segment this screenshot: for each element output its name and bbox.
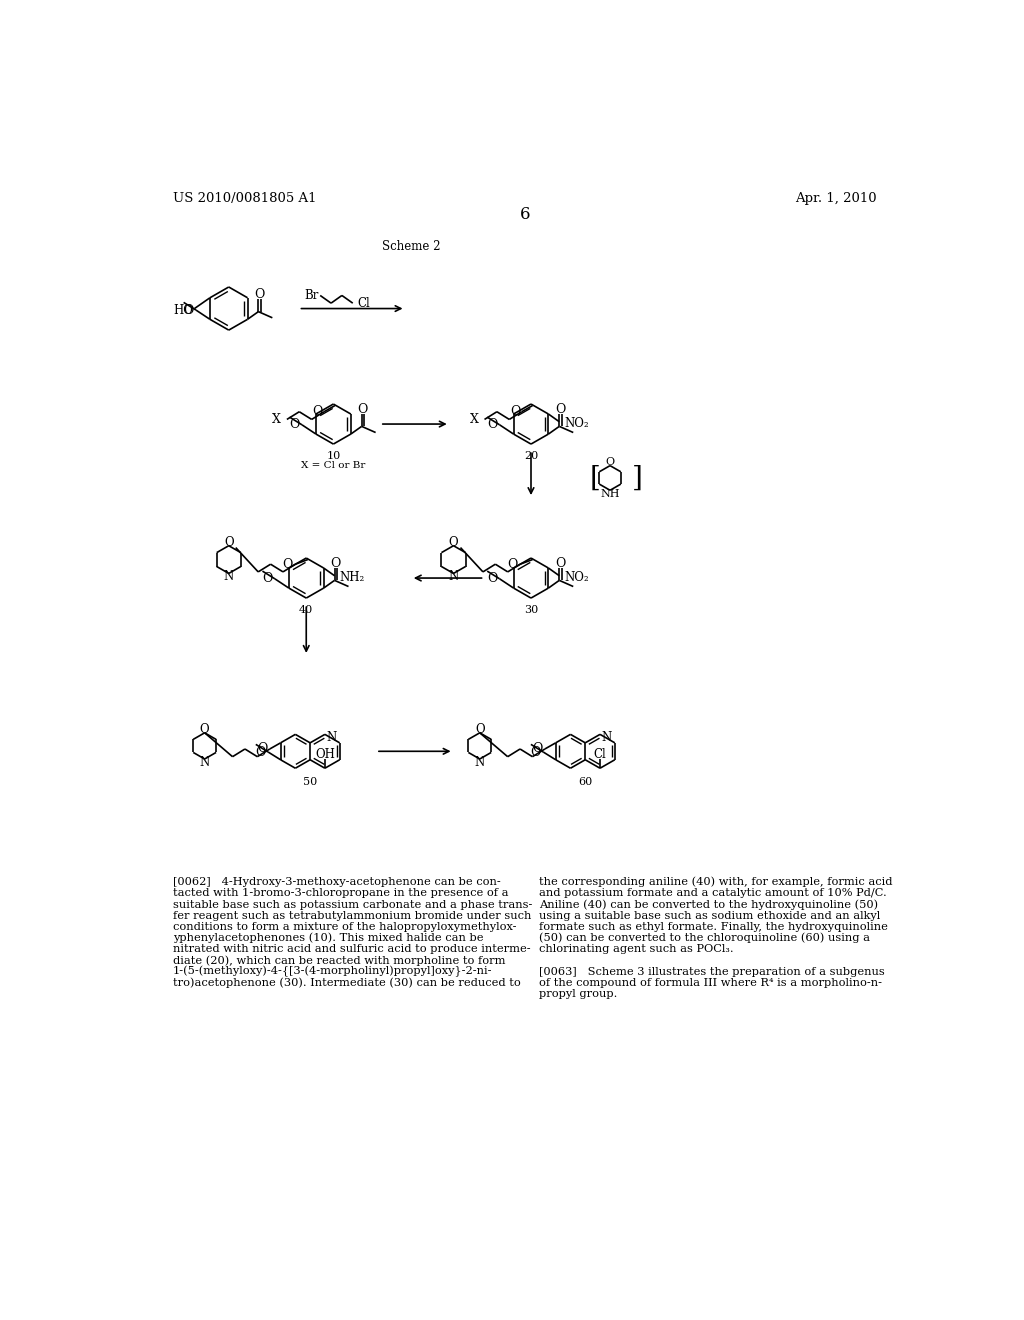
Text: O: O [262,573,272,585]
Text: O: O [555,403,565,416]
Text: formate such as ethyl formate. Finally, the hydroxyquinoline: formate such as ethyl formate. Finally, … [539,921,888,932]
Text: O: O [486,418,498,432]
Text: 6: 6 [519,206,530,223]
Text: O: O [530,746,541,759]
Text: propyl group.: propyl group. [539,989,617,999]
Text: Br: Br [305,289,319,302]
Text: 10: 10 [327,451,341,462]
Text: O: O [312,405,323,418]
Text: N: N [449,570,459,583]
Text: [: [ [589,465,600,491]
Text: Apr. 1, 2010: Apr. 1, 2010 [795,191,877,205]
Text: O: O [475,723,484,737]
Text: of the compound of formula III where R⁴ is a morpholino-n-: of the compound of formula III where R⁴ … [539,978,882,987]
Text: 1-(5-(methyloxy)-4-{[3-(4-morpholinyl)propyl]oxy}-2-ni-: 1-(5-(methyloxy)-4-{[3-(4-morpholinyl)pr… [173,966,493,977]
Text: chlorinating agent such as POCl₃.: chlorinating agent such as POCl₃. [539,944,733,954]
Text: (50) can be converted to the chloroquinoline (60) using a: (50) can be converted to the chloroquino… [539,933,869,944]
Text: 50: 50 [303,777,317,787]
Text: yphenylacetophenones (10). This mixed halide can be: yphenylacetophenones (10). This mixed ha… [173,933,483,944]
Text: tro)acetophenone (30). Intermediate (30) can be reduced to: tro)acetophenone (30). Intermediate (30)… [173,977,520,987]
Text: OH: OH [315,748,335,760]
Text: O: O [555,557,565,570]
Text: N: N [200,755,210,768]
Text: N: N [475,755,485,768]
Text: O: O [508,557,518,570]
Text: O: O [257,742,267,755]
Text: 30: 30 [524,606,539,615]
Text: [0062]   4-Hydroxy-3-methoxy-acetophenone can be con-: [0062] 4-Hydroxy-3-methoxy-acetophenone … [173,878,501,887]
Text: O: O [486,573,498,585]
Text: tacted with 1-bromo-3-chloropropane in the presence of a: tacted with 1-bromo-3-chloropropane in t… [173,888,509,899]
Text: N: N [601,731,611,744]
Text: fer reagent such as tetrabutylammonium bromide under such: fer reagent such as tetrabutylammonium b… [173,911,531,920]
Text: suitable base such as potassium carbonate and a phase trans-: suitable base such as potassium carbonat… [173,899,532,909]
Text: ]: ] [632,465,643,491]
Text: N: N [327,731,337,744]
Text: NH₂: NH₂ [339,570,365,583]
Text: O: O [200,723,210,737]
Text: the corresponding aniline (40) with, for example, formic acid: the corresponding aniline (40) with, for… [539,876,892,887]
Text: 40: 40 [299,606,313,615]
Text: using a suitable base such as sodium ethoxide and an alkyl: using a suitable base such as sodium eth… [539,911,880,920]
Text: [0063]   Scheme 3 illustrates the preparation of a subgenus: [0063] Scheme 3 illustrates the preparat… [539,966,885,977]
Text: and potassium formate and a catalytic amount of 10% Pd/C.: and potassium formate and a catalytic am… [539,888,887,899]
Text: O: O [283,557,293,570]
Text: O: O [510,405,520,418]
Text: O: O [254,288,265,301]
Text: O: O [605,457,614,467]
Text: 60: 60 [579,777,592,787]
Text: O: O [357,403,368,416]
Text: HO: HO [173,304,193,317]
Text: Aniline (40) can be converted to the hydroxyquinoline (50): Aniline (40) can be converted to the hyd… [539,899,878,909]
Text: O: O [331,557,341,570]
Text: X: X [271,413,281,426]
Text: Cl: Cl [357,297,370,310]
Text: N: N [223,570,233,583]
Text: conditions to form a mixture of the halopropyloxymethylox-: conditions to form a mixture of the halo… [173,921,516,932]
Text: NO₂: NO₂ [564,570,589,583]
Text: X: X [469,413,478,426]
Text: NO₂: NO₂ [564,417,589,430]
Text: O: O [532,742,543,755]
Text: diate (20), which can be reacted with morpholine to form: diate (20), which can be reacted with mo… [173,956,506,966]
Text: X = Cl or Br: X = Cl or Br [301,461,366,470]
Text: Cl: Cl [594,748,606,760]
Text: nitrated with nitric acid and sulfuric acid to produce interme-: nitrated with nitric acid and sulfuric a… [173,944,530,954]
Text: O: O [449,536,459,549]
Text: O: O [183,304,194,317]
Text: US 2010/0081805 A1: US 2010/0081805 A1 [173,191,316,205]
Text: O: O [256,746,266,759]
Text: O: O [224,536,233,549]
Text: 20: 20 [524,451,539,462]
Text: O: O [289,418,300,432]
Text: Scheme 2: Scheme 2 [382,240,441,253]
Text: NH: NH [600,490,620,499]
